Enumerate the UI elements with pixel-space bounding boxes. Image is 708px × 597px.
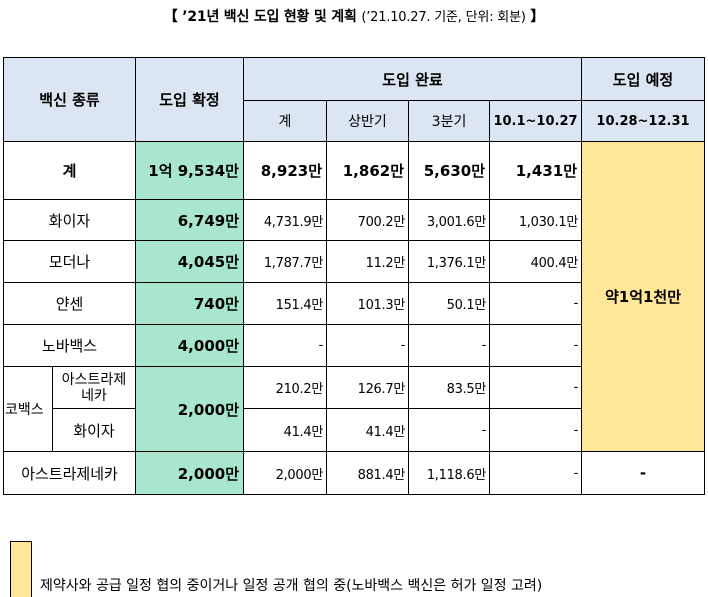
first-half-cell: 11.2만	[326, 240, 409, 283]
covax-az-line1: 아스트라제	[61, 371, 127, 388]
total-completed: 8,923만	[243, 141, 327, 200]
vaccine-name: 화이자	[3, 199, 136, 241]
header-first-half: 상반기	[326, 100, 409, 142]
title-close: 】	[530, 9, 545, 25]
oct-cell: -	[489, 366, 582, 409]
oct-cell: 1,030.1만	[489, 199, 582, 241]
oct-cell: -	[489, 282, 582, 325]
header-confirmed: 도입 확정	[135, 57, 244, 142]
first-half-cell: -	[326, 324, 409, 367]
completed-total-cell: 41.4만	[243, 408, 327, 452]
covax-confirmed: 2,000만	[135, 366, 244, 452]
confirmed-cell: 4,045만	[135, 240, 244, 283]
confirmed-cell: 6,749만	[135, 199, 244, 241]
first-half-cell: 881.4만	[326, 451, 409, 495]
confirmed-cell: 740만	[135, 282, 244, 325]
oct-cell: -	[489, 324, 582, 367]
vaccine-name: 노바백스	[3, 324, 136, 367]
total-q3: 5,630만	[408, 141, 490, 200]
first-half-cell: 700.2만	[326, 199, 409, 241]
confirmed-cell: 4,000만	[135, 324, 244, 367]
header-planned: 도입 예정	[581, 57, 705, 101]
table-row: 아스트라제네카 2,000만 2,000만 881.4만 1,118.6만 - …	[3, 451, 705, 495]
vaccine-name: 얀센	[3, 282, 136, 325]
total-row-label: 계	[3, 141, 136, 200]
completed-total-cell: 4,731.9만	[243, 199, 327, 241]
oct-cell: -	[489, 408, 582, 452]
oct-cell: -	[489, 451, 582, 495]
completed-total-cell: 210.2만	[243, 366, 327, 409]
covax-group-label: 코백스	[3, 366, 53, 452]
header-planned-period: 10.28~12.31	[581, 100, 705, 142]
first-half-cell: 41.4만	[326, 408, 409, 452]
table-row: 코백스 아스트라제 네카 2,000만 210.2만 126.7만 83.5만 …	[3, 366, 705, 452]
q3-cell: 1,118.6만	[408, 451, 490, 495]
table-row: 모더나 4,045만 1,787.7만 11.2만 1,376.1만 400.4…	[3, 240, 705, 283]
document-title: 【 ’21년 백신 도입 현황 및 계획 (’21.10.27. 기준, 단위:…	[0, 6, 708, 26]
q3-cell: -	[408, 324, 490, 367]
q3-cell: 1,376.1만	[408, 240, 490, 283]
vaccine-name: 모더나	[3, 240, 136, 283]
header-oct: 10.1~10.27	[489, 100, 582, 142]
completed-total-cell: 1,787.7만	[243, 240, 327, 283]
vaccine-name: 아스트라제 네카	[52, 366, 136, 409]
completed-total-cell: 2,000만	[243, 451, 327, 495]
legend-color-swatch	[10, 541, 32, 597]
header-vaccine-type: 백신 종류	[3, 57, 136, 142]
header-completed: 도입 완료	[243, 57, 582, 101]
completed-total-cell: 151.4만	[243, 282, 327, 325]
title-main: 【 ’21년 백신 도입 현황 및 계획	[163, 9, 357, 25]
table-row: 노바백스 4,000만 - - - -	[3, 324, 705, 367]
q3-cell: 50.1만	[408, 282, 490, 325]
confirmed-cell: 2,000만	[135, 451, 244, 495]
vaccine-name: 아스트라제네카	[3, 451, 136, 495]
vaccine-table: 백신 종류 도입 확정 도입 완료 도입 예정 계 상반기 3분기 10.1~1…	[3, 57, 705, 495]
table-row: 얀센 740만 151.4만 101.3만 50.1만 -	[3, 282, 705, 325]
oct-cell: 400.4만	[489, 240, 582, 283]
first-half-cell: 126.7만	[326, 366, 409, 409]
total-first-half: 1,862만	[326, 141, 409, 200]
q3-cell: 83.5만	[408, 366, 490, 409]
title-subtitle: (’21.10.27. 기준, 단위: 회분)	[361, 10, 526, 25]
q3-cell: -	[408, 408, 490, 452]
first-half-cell: 101.3만	[326, 282, 409, 325]
planned-cell: -	[581, 451, 705, 495]
total-confirmed: 1억 9,534만	[135, 141, 244, 200]
legend-text: 제약사와 공급 일정 협의 중이거나 일정 공개 협의 중(노바백스 백신은 허…	[40, 578, 543, 594]
q3-cell: 3,001.6만	[408, 199, 490, 241]
planned-value: 약1억1천만	[581, 141, 705, 452]
header-q3: 3분기	[408, 100, 490, 142]
total-oct: 1,431만	[489, 141, 582, 200]
header-total: 계	[243, 100, 327, 142]
table-row: 화이자 6,749만 4,731.9만 700.2만 3,001.6만 1,03…	[3, 199, 705, 241]
completed-total-cell: -	[243, 324, 327, 367]
vaccine-name: 화이자	[52, 408, 136, 452]
covax-az-line2: 네카	[81, 387, 107, 404]
